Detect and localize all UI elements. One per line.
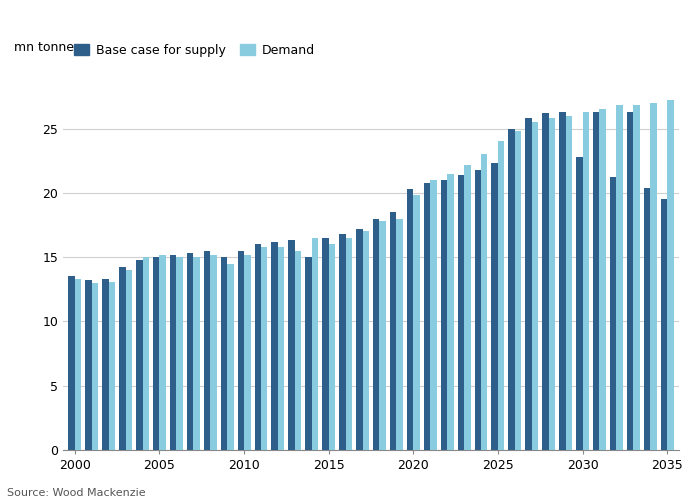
Bar [576,157,582,450]
Bar [193,257,199,450]
Bar [244,254,251,450]
Bar [85,280,92,450]
Bar [481,154,487,450]
Bar [237,250,244,450]
Bar [69,276,75,450]
Bar [75,279,81,450]
Bar [661,200,667,450]
Bar [160,254,166,450]
Bar [187,254,193,450]
Bar [288,240,295,450]
Bar [491,164,498,450]
Bar [542,113,549,450]
Bar [593,112,599,450]
Bar [356,229,363,450]
Bar [102,279,108,450]
Bar [475,170,481,450]
Bar [119,268,125,450]
Bar [498,142,505,450]
Bar [220,257,228,450]
Bar [346,238,352,450]
Bar [559,112,566,450]
Bar [464,164,470,450]
Bar [458,175,464,450]
Bar [610,178,617,450]
Bar [430,180,437,450]
Bar [108,282,115,450]
Bar [170,254,176,450]
Bar [644,188,650,450]
Bar [255,244,261,450]
Bar [176,257,183,450]
Bar [634,106,640,450]
Bar [532,122,538,450]
Bar [272,242,278,450]
Bar [627,112,634,450]
Bar [261,247,267,450]
Bar [136,260,143,450]
Bar [549,118,555,450]
Bar [143,257,149,450]
Bar [204,250,210,450]
Bar [667,100,673,450]
Bar [322,238,329,450]
Bar [278,247,284,450]
Text: mn tonnes: mn tonnes [14,41,80,54]
Bar [228,264,234,450]
Bar [514,131,522,450]
Bar [441,180,447,450]
Bar [566,116,572,450]
Bar [295,250,301,450]
Bar [390,212,396,450]
Bar [396,218,402,450]
Bar [379,221,386,450]
Bar [424,182,430,450]
Bar [329,244,335,450]
Bar [599,110,606,450]
Text: Source: Wood Mackenzie: Source: Wood Mackenzie [7,488,146,498]
Bar [340,234,346,450]
Bar [305,257,312,450]
Bar [525,118,532,450]
Legend: Base case for supply, Demand: Base case for supply, Demand [69,38,320,62]
Bar [508,128,514,450]
Bar [210,254,217,450]
Bar [373,218,379,450]
Bar [363,232,369,450]
Bar [153,257,160,450]
Bar [312,238,318,450]
Bar [617,106,623,450]
Bar [413,196,420,450]
Bar [407,189,413,450]
Bar [125,270,132,450]
Bar [92,283,98,450]
Bar [650,103,657,450]
Bar [447,174,454,450]
Bar [582,112,589,450]
